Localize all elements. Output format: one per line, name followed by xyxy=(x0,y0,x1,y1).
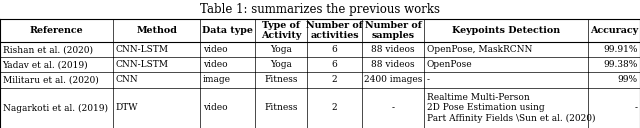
Text: 6: 6 xyxy=(332,45,337,54)
Text: 2400 images: 2400 images xyxy=(364,76,422,84)
Text: Keypoints Detection: Keypoints Detection xyxy=(452,26,561,35)
Text: OpenPose, MaskRCNN: OpenPose, MaskRCNN xyxy=(427,45,532,54)
Text: 2: 2 xyxy=(332,76,337,84)
Text: Fitness: Fitness xyxy=(264,76,298,84)
Text: Nagarkoti et al. (2019): Nagarkoti et al. (2019) xyxy=(3,103,108,113)
Text: 6: 6 xyxy=(332,60,337,69)
Text: image: image xyxy=(203,76,231,84)
Text: -: - xyxy=(427,76,430,84)
Text: 99.38%: 99.38% xyxy=(603,60,637,69)
Text: video: video xyxy=(203,60,228,69)
Text: CNN-LSTM: CNN-LSTM xyxy=(115,60,168,69)
Text: Yoga: Yoga xyxy=(270,45,292,54)
Text: video: video xyxy=(203,45,228,54)
Text: -: - xyxy=(634,103,637,112)
Text: 88 videos: 88 videos xyxy=(371,45,415,54)
Text: Fitness: Fitness xyxy=(264,103,298,112)
Text: OpenPose: OpenPose xyxy=(427,60,472,69)
Text: DTW: DTW xyxy=(115,103,138,112)
Text: 88 videos: 88 videos xyxy=(371,60,415,69)
Text: 99.91%: 99.91% xyxy=(603,45,637,54)
Text: 2: 2 xyxy=(332,103,337,112)
Text: Yoga: Yoga xyxy=(270,60,292,69)
Text: Rishan et al. (2020): Rishan et al. (2020) xyxy=(3,45,93,54)
Text: Yadav et al. (2019): Yadav et al. (2019) xyxy=(3,60,88,69)
Text: Militaru et al. (2020): Militaru et al. (2020) xyxy=(3,76,99,84)
Text: Number of
samples: Number of samples xyxy=(365,21,422,40)
Text: video: video xyxy=(203,103,228,112)
Text: Data type: Data type xyxy=(202,26,253,35)
Text: CNN: CNN xyxy=(115,76,138,84)
Text: Accuracy: Accuracy xyxy=(590,26,638,35)
Text: 99%: 99% xyxy=(618,76,637,84)
Text: Number of
activities: Number of activities xyxy=(306,21,363,40)
Text: Method: Method xyxy=(136,26,177,35)
Text: Type of
Activity: Type of Activity xyxy=(261,21,301,40)
Text: Realtime Multi-Person
2D Pose Estimation using
Part Affinity Fields \Sun et al. : Realtime Multi-Person 2D Pose Estimation… xyxy=(427,93,595,123)
Text: CNN-LSTM: CNN-LSTM xyxy=(115,45,168,54)
Text: Reference: Reference xyxy=(29,26,83,35)
Text: Table 1: summarizes the previous works: Table 1: summarizes the previous works xyxy=(200,3,440,16)
Text: -: - xyxy=(392,103,395,112)
